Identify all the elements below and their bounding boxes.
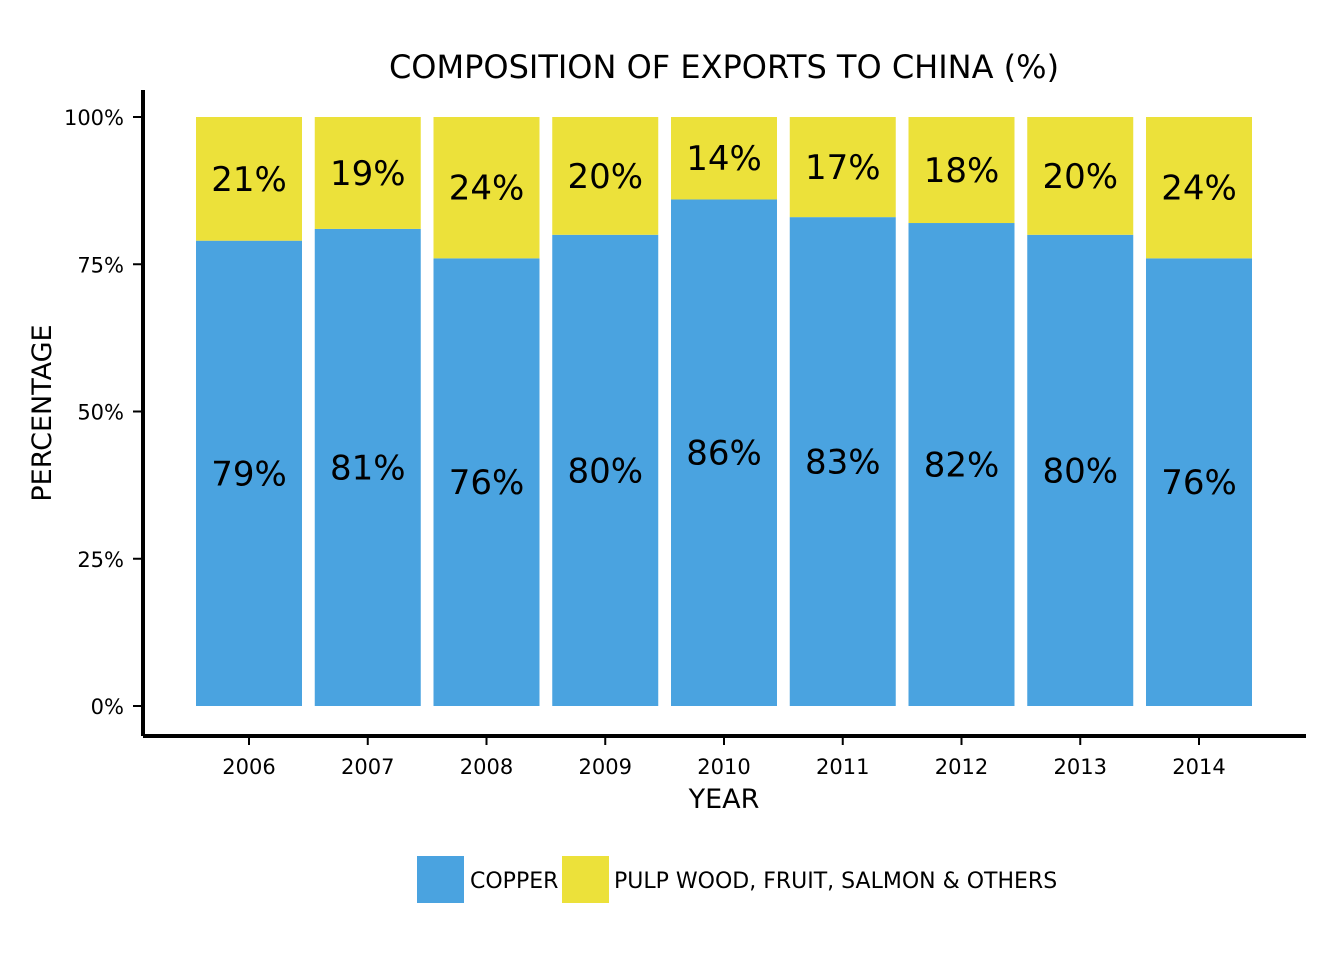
bar-value-label-2014-others: 24%	[1161, 169, 1237, 209]
x-tick-label: 2010	[697, 755, 750, 779]
bar-segment-2011-others	[789, 117, 896, 218]
bar-value-label-2008-others: 24%	[449, 169, 525, 209]
bar-segment-2008-others	[433, 117, 540, 259]
bar-value-label-2006-copper: 79%	[211, 454, 287, 494]
y-tick-label: 100%	[64, 106, 124, 130]
x-tick-label: 2008	[460, 755, 513, 779]
bar-segment-2014-copper	[1146, 258, 1252, 706]
bar-value-label-2008-copper: 76%	[449, 463, 525, 503]
x-tick-label: 2013	[1054, 755, 1107, 779]
bar-segment-2007-others	[314, 117, 421, 229]
bar-value-label-2011-others: 17%	[805, 148, 881, 188]
legend-label-copper: COPPER	[470, 869, 558, 894]
bar-segment-2006-others	[196, 117, 302, 241]
bar-value-label-2007-others: 19%	[330, 154, 406, 194]
y-tick-label: 75%	[77, 253, 124, 277]
bar-value-label-2012-others: 18%	[924, 151, 1000, 191]
chart-title: COMPOSITION OF EXPORTS TO CHINA (%)	[389, 48, 1059, 86]
bar-value-label-2006-others: 21%	[211, 160, 287, 200]
bar-value-label-2013-others: 20%	[1042, 157, 1118, 197]
bar-value-label-2009-others: 20%	[567, 157, 643, 197]
x-axis-ticks: 2006 2007 2008 2009 2010 2011 2012 2013 2014	[222, 736, 1226, 779]
bars-layer	[196, 117, 1252, 707]
bar-value-label-2010-copper: 86%	[686, 434, 762, 474]
bar-segment-2007-copper	[314, 228, 421, 706]
bar-value-label-2009-copper: 80%	[567, 451, 643, 491]
x-tick-label: 2012	[935, 755, 988, 779]
legend-label-others: PULP WOOD, FRUIT, SALMON & OTHERS	[614, 869, 1057, 894]
bar-segment-2008-copper	[433, 258, 540, 706]
bar-segment-2013-others	[1027, 117, 1134, 235]
bar-segment-2010-copper	[671, 199, 777, 706]
bar-segment-2009-copper	[552, 234, 659, 707]
x-tick-label: 2014	[1172, 755, 1225, 779]
bar-value-label-2010-others: 14%	[686, 139, 762, 179]
bar-value-label-2014-copper: 76%	[1161, 463, 1237, 503]
bar-segment-2009-others	[552, 117, 659, 235]
y-tick-label: 25%	[77, 548, 124, 572]
bar-value-label-2007-copper: 81%	[330, 448, 406, 488]
bar-segment-2012-others	[908, 117, 1015, 224]
bar-segment-2011-copper	[789, 217, 896, 706]
bar-segment-2010-others	[671, 117, 777, 200]
bar-segment-2012-copper	[908, 223, 1015, 706]
legend-swatch-copper	[417, 856, 464, 903]
x-tick-label: 2009	[579, 755, 632, 779]
y-tick-label: 0%	[91, 695, 124, 719]
bar-segment-2013-copper	[1027, 234, 1134, 707]
x-tick-label: 2007	[341, 755, 394, 779]
y-axis-ticks: 0% 25% 50% 75% 100%	[64, 106, 143, 719]
x-tick-label: 2011	[816, 755, 869, 779]
bar-segment-2014-others	[1146, 117, 1252, 259]
y-tick-label: 50%	[77, 401, 124, 425]
bar-labels-layer: 79% 21% 81% 19% 76% 24% 80% 20% 86% 14% 83% 17% 82% 1…	[211, 139, 1237, 503]
legend-swatch-others	[562, 856, 609, 903]
bar-value-label-2012-copper: 82%	[924, 446, 1000, 486]
x-axis-title: YEAR	[688, 784, 760, 815]
bar-segment-2006-copper	[196, 240, 302, 706]
bar-value-label-2013-copper: 80%	[1042, 451, 1118, 491]
y-axis-title: PERCENTAGE	[27, 324, 58, 501]
legend: COPPER PULP WOOD, FRUIT, SALMON & OTHERS	[417, 856, 1057, 903]
x-tick-label: 2006	[222, 755, 275, 779]
bar-value-label-2011-copper: 83%	[805, 443, 881, 483]
